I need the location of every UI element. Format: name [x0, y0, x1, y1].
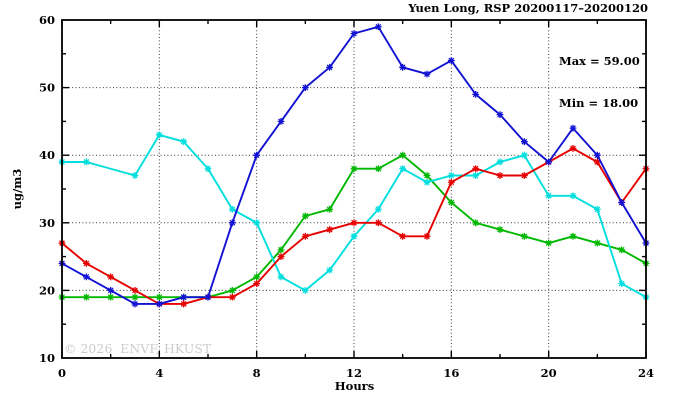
max-label: Max = 59.00 — [559, 54, 640, 68]
x-tick-label: 0 — [58, 366, 66, 380]
y-tick-label: 20 — [39, 283, 55, 297]
x-tick-label: 24 — [638, 366, 654, 380]
x-tick-label: 12 — [346, 366, 362, 380]
y-tick-label: 30 — [39, 216, 55, 230]
y-tick-label: 60 — [39, 13, 55, 27]
y-tick-label: 40 — [39, 148, 55, 162]
x-tick-label: 16 — [443, 366, 459, 380]
watermark: © 2026 ENVF, HKUST — [64, 341, 212, 356]
x-tick-label: 8 — [253, 366, 261, 380]
axis-box — [61, 19, 647, 359]
x-tick-label: 20 — [541, 366, 557, 380]
max-min-annotation: Max = 59.00 Min = 18.00 — [559, 26, 640, 138]
x-axis-label: Hours — [334, 379, 375, 393]
min-label: Min = 18.00 — [559, 96, 639, 110]
x-tick-label: 4 — [155, 366, 163, 380]
y-tick-label: 50 — [39, 81, 55, 95]
y-tick-label: 10 — [39, 351, 55, 365]
series-cyan-line — [62, 133, 647, 299]
y-axis-label: ug/m3 — [10, 168, 24, 210]
chart-title: Yuen Long, RSP 20200117–20200120 — [408, 1, 648, 15]
